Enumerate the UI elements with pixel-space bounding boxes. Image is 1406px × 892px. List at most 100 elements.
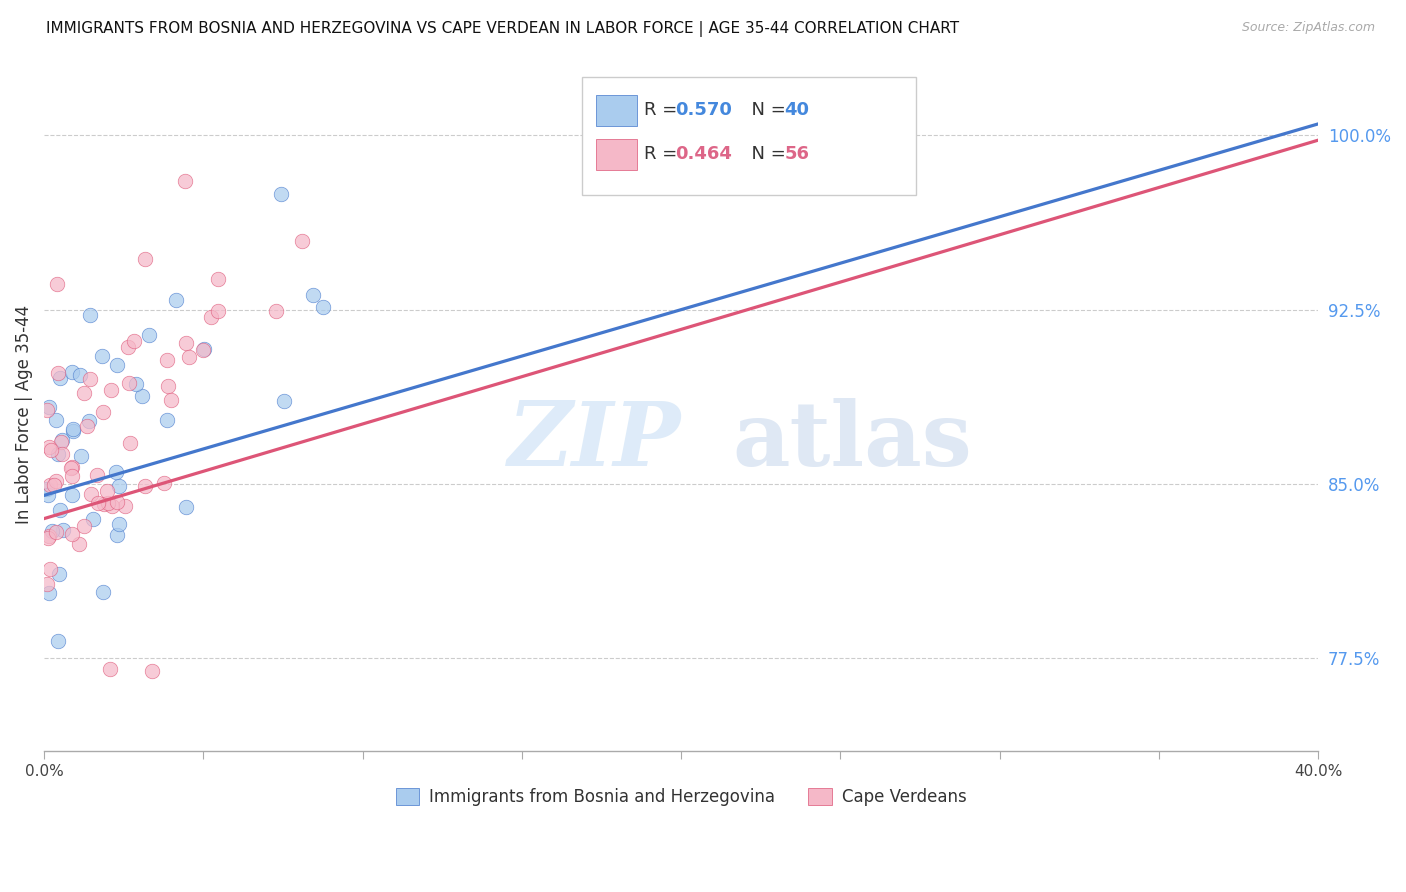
Point [90,349,112,363]
Y-axis label: In Labor Force | Age 35-44: In Labor Force | Age 35-44 [15,304,32,524]
Point [67,537,90,551]
Point [49,435,72,450]
Point [104,465,127,479]
Point [117,340,139,354]
Point [174,174,197,188]
Text: atlas: atlas [733,398,972,484]
Point [70,449,93,463]
Point [38,586,60,600]
Point [291,234,314,248]
FancyBboxPatch shape [596,139,637,169]
Point [37,576,59,591]
Point [38,562,60,576]
Point [79,372,101,386]
Point [207,303,229,318]
Point [44,478,66,492]
Point [39,442,62,457]
Point [37,532,59,546]
Text: 40: 40 [785,102,810,120]
Point [91,405,114,419]
Point [77,414,100,428]
Point [46,366,69,380]
Point [118,376,141,390]
Text: IMMIGRANTS FROM BOSNIA AND HERZEGOVINA VS CAPE VERDEAN IN LABOR FORCE | AGE 35-4: IMMIGRANTS FROM BOSNIA AND HERZEGOVINA V… [46,21,959,37]
Point [174,336,197,351]
FancyBboxPatch shape [596,95,637,126]
Point [37,403,59,417]
Point [97,496,120,510]
Point [101,499,124,513]
Point [38,440,60,454]
Text: 0.570: 0.570 [675,102,731,120]
Point [100,384,122,398]
Point [59,461,82,475]
Text: 0.464: 0.464 [675,145,731,163]
Point [37,488,59,502]
Point [38,477,60,491]
Point [107,516,129,531]
Point [105,358,128,372]
Text: R =: R = [644,145,683,163]
Point [52,523,75,537]
Point [46,634,69,648]
Point [98,662,121,676]
Point [60,459,83,474]
Text: 56: 56 [785,145,810,163]
Point [60,488,83,502]
Point [60,527,83,541]
Point [114,499,136,513]
Point [72,386,94,401]
Point [80,487,103,501]
Point [86,468,108,483]
Point [38,400,60,414]
Point [41,524,63,539]
Text: ZIP: ZIP [508,398,681,484]
Point [165,293,187,307]
Point [273,394,295,409]
Point [155,413,177,427]
Point [48,567,70,582]
Point [96,484,118,499]
Point [301,288,323,302]
Point [131,389,153,403]
Point [134,479,156,493]
Point [49,371,72,385]
Point [264,304,287,318]
Point [138,327,160,342]
Point [51,447,73,461]
Point [193,343,215,357]
Point [160,393,183,408]
Point [156,379,179,393]
Point [60,365,83,379]
Point [270,187,292,202]
Legend: Immigrants from Bosnia and Herzegovina, Cape Verdeans: Immigrants from Bosnia and Herzegovina, … [389,781,973,814]
Point [312,301,335,315]
Point [118,436,141,450]
Point [122,334,145,349]
Point [105,528,128,542]
Text: N =: N = [740,145,792,163]
Point [152,475,174,490]
Point [73,519,96,533]
Text: R =: R = [644,102,683,120]
Point [82,512,104,526]
Point [87,496,110,510]
Text: Source: ZipAtlas.com: Source: ZipAtlas.com [1241,21,1375,34]
Point [207,272,229,286]
Point [200,310,222,324]
Point [62,424,84,438]
Point [105,495,128,509]
Point [79,308,101,322]
Point [45,474,67,488]
Point [46,446,69,460]
Point [76,419,98,434]
FancyBboxPatch shape [582,78,915,195]
Point [60,469,83,483]
Point [125,377,148,392]
Point [93,498,115,512]
Point [191,343,214,357]
Point [45,413,67,427]
Point [177,350,200,364]
Point [49,502,72,516]
Point [37,482,59,496]
